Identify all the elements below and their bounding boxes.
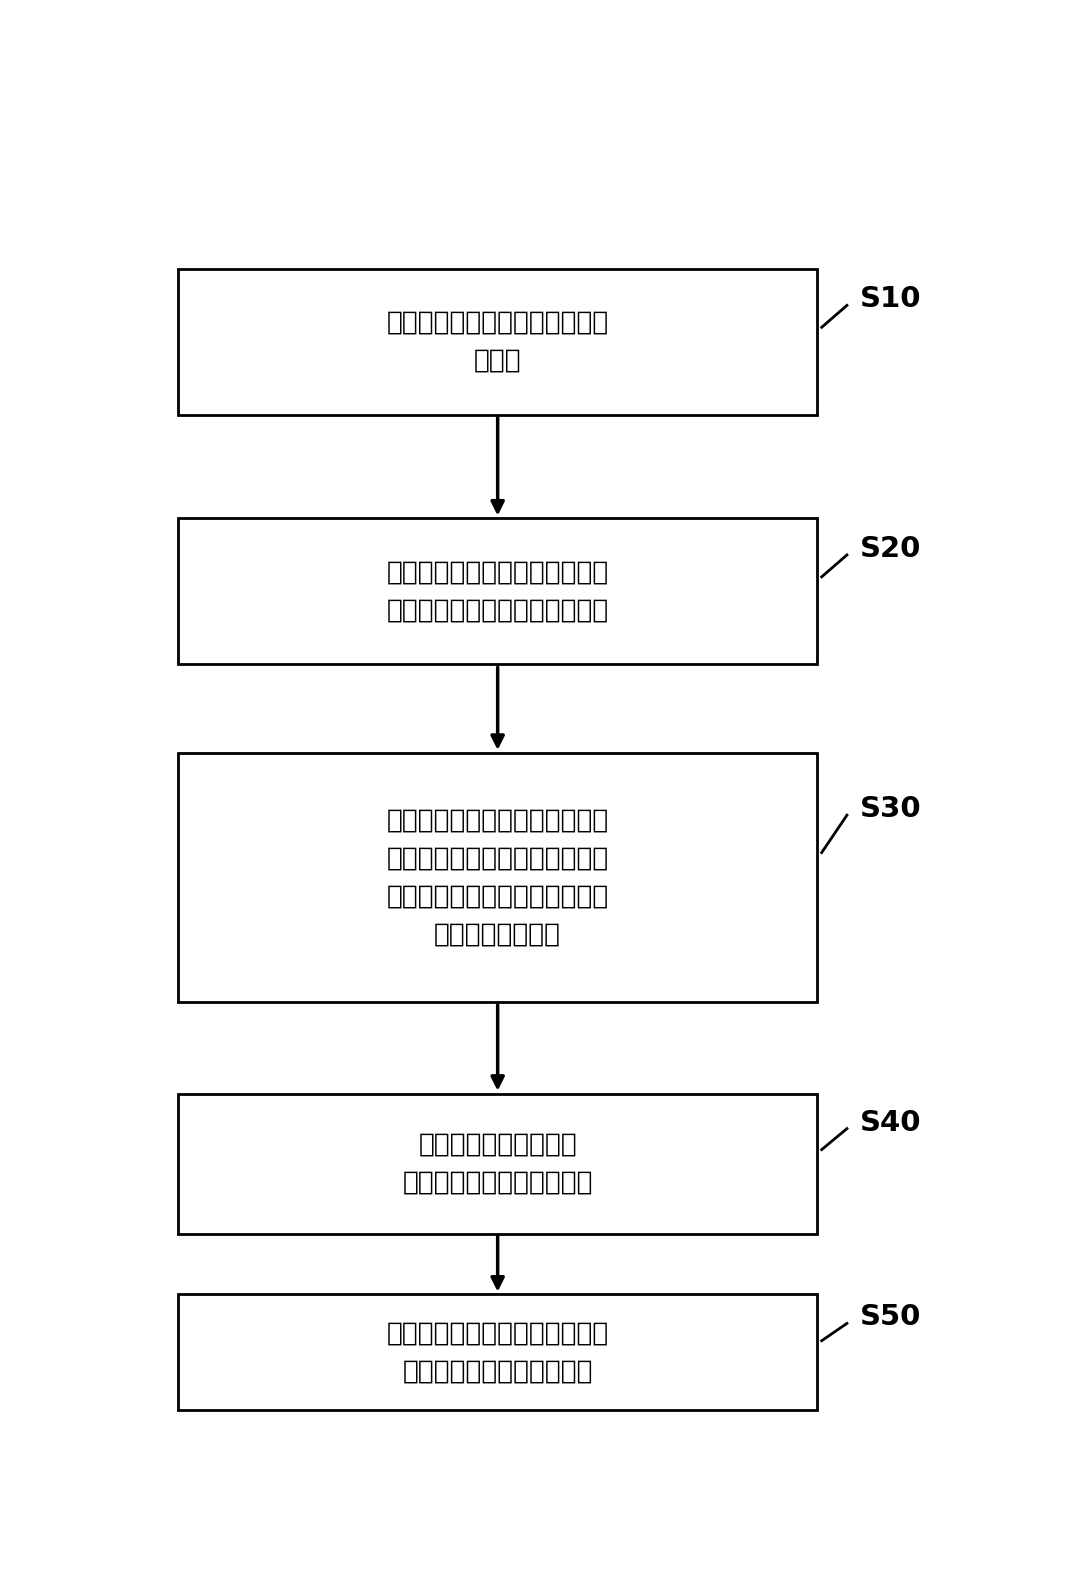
Text: 重复第二步和第三步，
确定托盘内所有圆孔的坐标: 重复第二步和第三步， 确定托盘内所有圆孔的坐标: [403, 1132, 593, 1195]
Text: S40: S40: [860, 1108, 921, 1137]
Bar: [178, 753, 818, 1002]
Bar: [178, 269, 818, 414]
Text: S10: S10: [860, 285, 921, 313]
Text: S50: S50: [860, 1303, 921, 1331]
Bar: [178, 519, 818, 664]
Text: S30: S30: [860, 795, 921, 824]
Bar: [178, 1295, 818, 1410]
Bar: [178, 1094, 818, 1233]
Text: 标定梯形每个顶点的坐标，根据
该坐标以及根据相邻两个圆孔的
圆心之间的距离计算出梯形包含
的所有圆孔的坐标: 标定梯形每个顶点的坐标，根据 该坐标以及根据相邻两个圆孔的 圆心之间的距离计算出…: [387, 808, 609, 947]
Text: 将托盘内所有的圆孔按照顺序进
行编号: 将托盘内所有的圆孔按照顺序进 行编号: [387, 310, 609, 373]
Text: 选取扇形托盘内的四个圆孔为顶
点，以该四个圆孔围成一个梯形: 选取扇形托盘内的四个圆孔为顶 点，以该四个圆孔围成一个梯形: [387, 560, 609, 623]
Text: S20: S20: [860, 534, 921, 563]
Text: 根据圆孔的坐标以及编号，利用
机械手对试管进行存取操作: 根据圆孔的坐标以及编号，利用 机械手对试管进行存取操作: [387, 1320, 609, 1385]
